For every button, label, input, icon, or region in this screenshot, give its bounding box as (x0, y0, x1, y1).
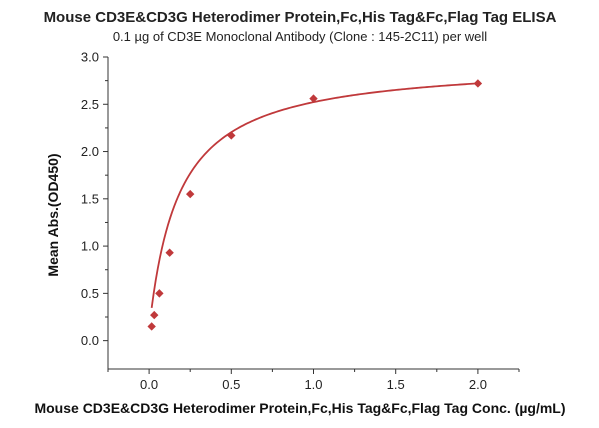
y-tick-label: 1.5 (81, 191, 99, 206)
data-point (147, 322, 156, 331)
data-point (186, 189, 195, 199)
data-point (473, 79, 483, 88)
chart-title: Mouse CD3E&CD3G Heterodimer Protein,Fc,H… (44, 9, 557, 26)
x-tick-label: 1.5 (387, 377, 405, 392)
x-tick-label: 2.0 (469, 377, 487, 392)
data-point (227, 131, 236, 140)
x-tick-label: 0.5 (222, 377, 240, 392)
y-tick-label: 0.5 (81, 286, 99, 301)
y-tick-label: 2.0 (81, 144, 99, 159)
y-tick-label: 1.0 (81, 239, 99, 254)
y-axis-label: Mean Abs.(OD450) (45, 153, 61, 276)
y-tick-label: 0.0 (81, 333, 99, 348)
chart-subtitle: 0.1 µg of CD3E Monoclonal Antibody (Clon… (113, 29, 487, 44)
y-tick-label: 3.0 (81, 50, 99, 65)
data-point (165, 248, 174, 257)
x-axis-label: Mouse CD3E&CD3G Heterodimer Protein,Fc,H… (34, 400, 565, 416)
data-point (155, 289, 164, 298)
data-point (309, 94, 318, 103)
y-tick-label: 2.5 (81, 97, 99, 112)
axes (103, 56, 520, 374)
data-points (147, 79, 483, 331)
x-tick-label: 0.0 (140, 377, 158, 392)
x-tick-label: 1.0 (304, 377, 322, 392)
fit-curve (150, 82, 478, 309)
data-point (150, 310, 159, 320)
tick-labels: 0.0 0.5 1.0 1.5 2.0 2.5 3.0 0.0 0.5 1.0 1.5 2.0 (81, 50, 487, 393)
